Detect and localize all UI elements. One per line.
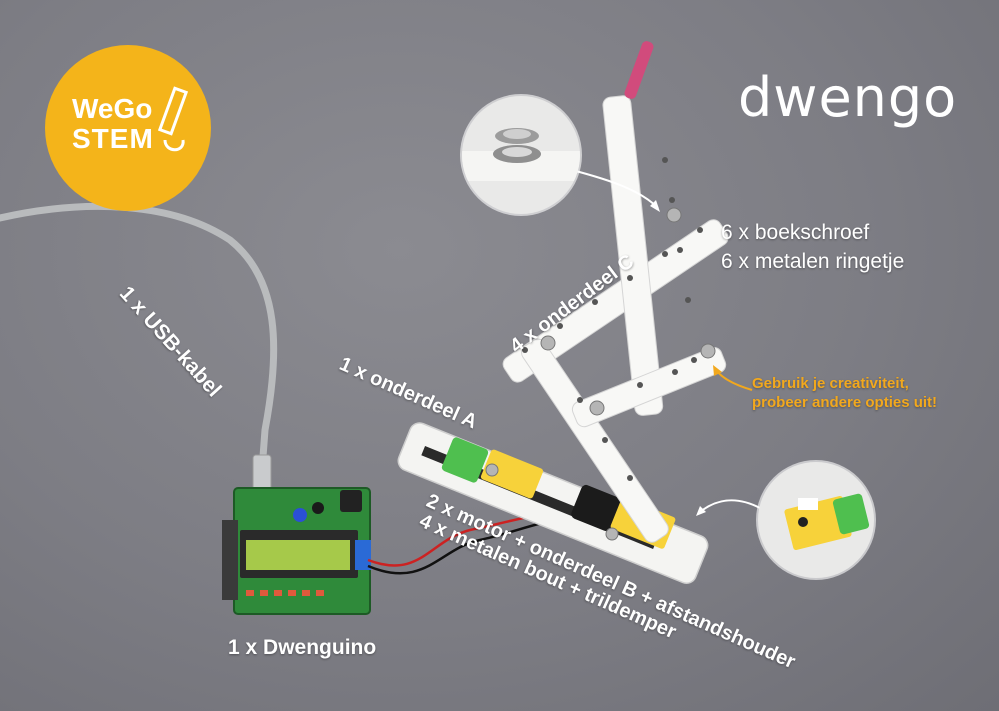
part-c-bar-3 (521, 338, 669, 543)
pencil-icon (157, 86, 189, 152)
wegostem-logo-line2: STEM (72, 123, 154, 154)
label-dwenguino: 1 x Dwenguino (228, 636, 377, 659)
part-c-bar-2 (602, 95, 664, 416)
tip-line-1: Gebruik je creativiteit, (752, 375, 909, 392)
dwenguino-board (222, 487, 371, 615)
tip-line-2: probeer andere opties uit! (752, 394, 938, 411)
label-screws: 6 x boekschroef (721, 221, 870, 244)
label-rings: 6 x metalen ringetje (721, 250, 905, 273)
zoom-screw-detail (462, 96, 580, 214)
wegostem-logo-line1: WeGo (72, 93, 153, 124)
usb-cable (0, 203, 278, 474)
wegostem-logo: WeGo STEM (45, 45, 211, 211)
zoom-motor-detail (758, 462, 874, 578)
pen (624, 41, 654, 99)
motor-1 (441, 437, 544, 499)
part-c-bar-1 (502, 219, 729, 383)
dwengo-logo: dwengo (738, 66, 958, 129)
part-c-bar-4 (571, 346, 727, 428)
